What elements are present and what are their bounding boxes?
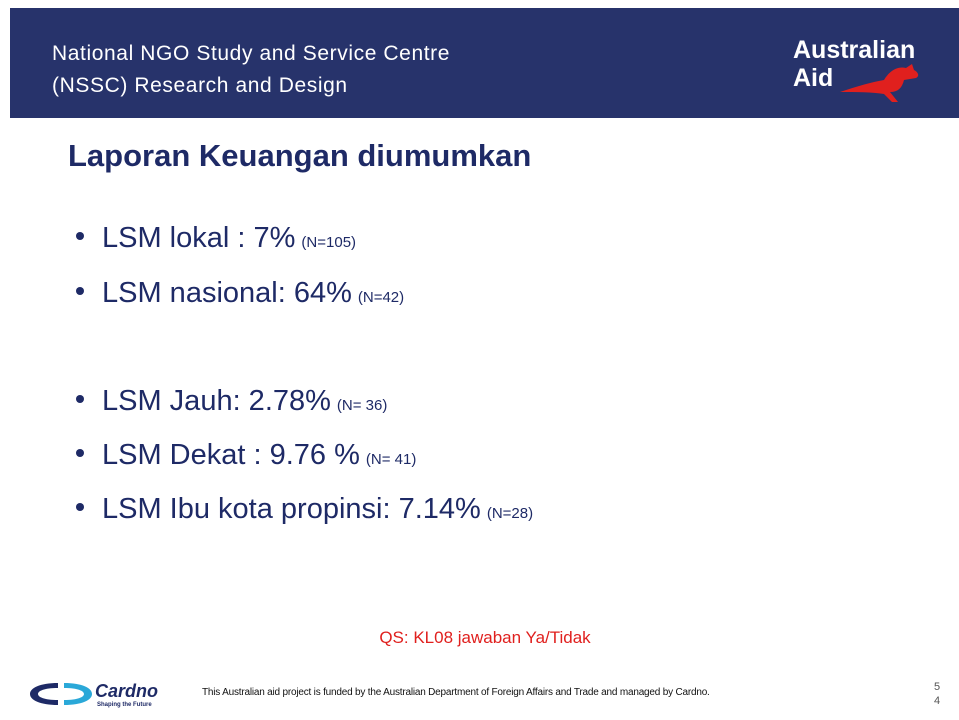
bullet-sample-size: (N=105) xyxy=(301,234,357,251)
note: QS: KL08 jawaban Ya/Tidak xyxy=(379,628,591,647)
bullet-item: LSM Dekat : 9.76 % (N= 41) xyxy=(76,439,416,472)
bullet-sample-size: (N=42) xyxy=(357,289,405,306)
bullet-item: LSM lokal : 7% (N=105) xyxy=(76,222,356,255)
bullet-text: LSM Ibu kota propinsi: 7.14% xyxy=(102,493,481,525)
header-line: National NGO Study and Service Centre xyxy=(52,42,451,65)
kangaroo-icon xyxy=(840,64,919,102)
bullet-dot xyxy=(76,232,84,241)
bullet-item: LSM Jauh: 2.78% (N= 36) xyxy=(76,385,387,418)
logo-text: Aid xyxy=(793,64,834,92)
cardno-logo xyxy=(30,683,92,705)
cardno-brand: Cardno xyxy=(95,681,158,701)
slide-title: Laporan Keuangan diumumkan xyxy=(68,138,532,173)
header-band xyxy=(10,8,959,118)
bullet-dot xyxy=(76,449,84,458)
bullet-item: LSM nasional: 64% (N=42) xyxy=(76,277,404,310)
bullet-text: LSM nasional: 64% xyxy=(102,277,352,309)
bullet-dot xyxy=(76,395,84,404)
bullet-item: LSM Ibu kota propinsi: 7.14% (N=28) xyxy=(76,493,533,526)
page-number: 54 xyxy=(934,681,941,707)
logo-text: Australian xyxy=(793,36,916,64)
header-line: (NSSC) Research and Design xyxy=(52,74,348,97)
bullet-dot xyxy=(76,287,84,296)
bullet-dot xyxy=(76,503,84,512)
bullet-text: LSM Dekat : 9.76 % xyxy=(102,439,360,471)
bullet-sample-size: (N=28) xyxy=(486,505,534,522)
bullet-text: LSM lokal : 7% xyxy=(102,222,296,254)
cardno-tagline: Shaping the Future xyxy=(97,702,152,708)
bullet-sample-size: (N= 41) xyxy=(365,451,417,468)
bullet-sample-size: (N= 36) xyxy=(336,397,388,414)
footer-text: This Australian aid project is funded by… xyxy=(202,687,710,698)
bullet-text: LSM Jauh: 2.78% xyxy=(102,385,331,417)
